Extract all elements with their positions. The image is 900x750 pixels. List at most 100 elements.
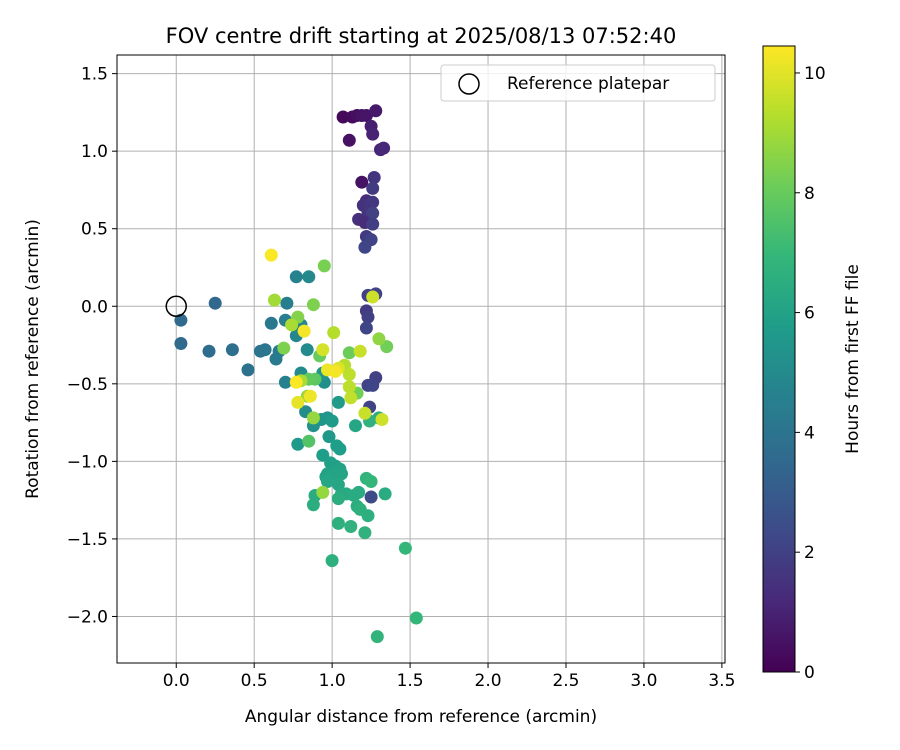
data-point [225,343,239,357]
x-axis-ticks: 0.0 0.5 1.0 1.5 2.0 2.5 3.0 3.5 [163,663,735,691]
data-point [325,414,339,428]
y-axis-label: Rotation from reference (arcmin) [23,219,43,499]
colorbar-ticks: 0 2 4 6 8 10 [795,64,826,683]
data-point [331,395,345,409]
colorbar-tick-label: 0 [804,663,815,683]
data-point [280,296,294,310]
data-point [342,346,356,360]
data-point [352,485,366,499]
data-point [369,104,383,118]
data-point [264,248,278,262]
data-point [302,270,316,284]
y-tick-label: −1.5 [67,530,108,550]
colorbar-label: Hours from first FF file [843,264,863,454]
x-tick-label: 0.5 [241,671,268,691]
data-point [359,321,373,335]
data-point [291,395,305,409]
data-point [335,467,348,481]
data-point [344,391,358,405]
y-axis-ticks: −2.0 −1.5 −1.0 −0.5 0.0 0.5 1.0 1.5 [67,65,117,627]
data-point [377,141,391,155]
data-point [342,380,356,394]
data-point [306,411,320,425]
data-point [317,259,331,273]
data-point [268,293,281,307]
colorbar-tick-label: 4 [804,423,815,443]
data-point [202,344,216,358]
data-point [366,181,380,195]
x-tick-label: 1.5 [397,671,424,691]
chart-title: FOV centre drift starting at 2025/08/13 … [166,24,677,48]
data-point [364,475,378,488]
y-tick-label: −2.0 [67,607,108,627]
data-point [367,171,381,184]
data-point [174,337,188,350]
data-point [316,343,330,357]
data-point [372,332,386,346]
data-point [285,318,299,332]
data-point [355,175,369,189]
colorbar-tick-label: 8 [804,184,815,204]
data-point [325,554,339,568]
y-tick-label: −1.0 [67,452,108,472]
data-point [322,430,336,444]
data-point [361,310,375,324]
data-point [291,437,305,451]
y-tick-label: 1.0 [81,142,108,162]
data-point [306,498,320,512]
data-point [277,341,291,355]
data-point [344,520,358,533]
grid [117,55,725,663]
data-point [409,611,423,625]
data-point [378,487,392,501]
data-point [364,490,378,504]
data-point [349,419,362,433]
x-tick-label: 3.5 [708,671,735,691]
x-tick-label: 3.0 [630,671,657,691]
plot-area-frame [116,54,726,664]
data-point [366,206,380,220]
data-point [358,240,372,254]
x-tick-label: 1.0 [319,671,346,691]
colorbar [762,45,796,673]
data-point [358,406,372,420]
data-point [289,375,303,389]
data-point [174,313,188,327]
x-tick-label: 2.5 [552,671,579,691]
data-point [328,364,342,378]
reference-platepar-marker [165,295,187,318]
legend-box [440,64,716,102]
data-point [375,413,389,426]
data-point [398,541,412,555]
data-point [366,217,380,231]
data-point [366,378,380,392]
data-point [366,290,380,304]
data-point [258,343,272,357]
y-tick-label: 0.5 [81,220,108,240]
data-point [333,442,347,456]
data-point [289,270,303,284]
data-point [316,485,330,499]
y-tick-label: −0.5 [67,375,108,395]
x-tick-label: 2.0 [475,671,502,691]
data-point [327,326,341,340]
data-point [264,316,278,330]
data-point [278,375,292,389]
data-point [353,344,367,358]
data-point [331,516,345,530]
legend-reference-marker [458,73,480,95]
data-point [370,630,384,644]
data-point [358,526,372,540]
data-point [302,434,316,448]
data-point [361,509,375,523]
data-point [300,343,314,357]
colorbar-tick-label: 6 [804,304,815,324]
data-point [366,127,380,141]
reference-marker-layer [165,295,187,318]
data-point [331,492,345,506]
data-point [297,324,311,338]
data-point [336,110,350,124]
legend: Reference platepar [440,64,716,102]
y-tick-label: 1.5 [81,65,108,85]
